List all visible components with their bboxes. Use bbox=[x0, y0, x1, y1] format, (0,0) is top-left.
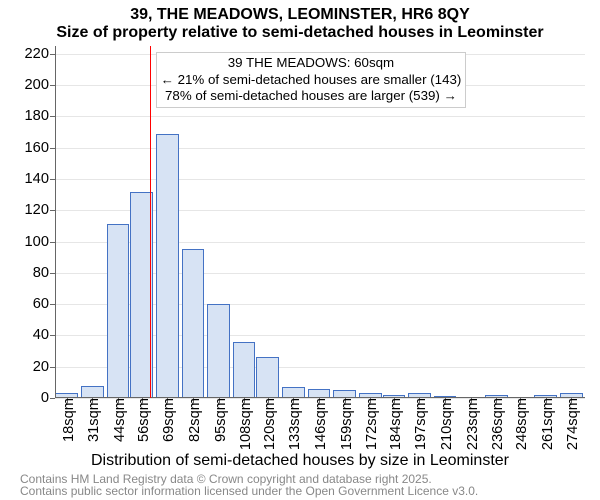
gridline bbox=[55, 148, 585, 149]
histogram-bar bbox=[182, 249, 205, 398]
x-tick-label: 223sqm bbox=[461, 398, 481, 450]
x-tick-label: 56sqm bbox=[132, 398, 152, 442]
annotation-line: ← 21% of semi-detached houses are smalle… bbox=[161, 72, 462, 89]
x-tick-label: 133sqm bbox=[283, 398, 303, 450]
x-tick-label: 82sqm bbox=[183, 398, 203, 442]
x-tick-label: 69sqm bbox=[157, 398, 177, 442]
gridline bbox=[55, 179, 585, 180]
chart-container: 39, THE MEADOWS, LEOMINSTER, HR6 8QY Siz… bbox=[0, 0, 600, 500]
y-axis-line bbox=[55, 46, 56, 398]
x-tick-label: 44sqm bbox=[108, 398, 128, 442]
x-tick-label: 184sqm bbox=[384, 398, 404, 450]
histogram-bar bbox=[256, 357, 279, 398]
x-tick-label: 120sqm bbox=[258, 398, 278, 450]
chart-title-sub: Size of property relative to semi-detach… bbox=[0, 24, 600, 42]
x-axis-line bbox=[55, 397, 585, 398]
annotation-box: 39 THE MEADOWS: 60sqm← 21% of semi-detac… bbox=[156, 52, 467, 108]
plot-area: 02040608010012014016018020022018sqm31sqm… bbox=[55, 46, 585, 398]
x-tick-label: 31sqm bbox=[82, 398, 102, 442]
histogram-bar bbox=[207, 304, 230, 398]
annotation-line: 39 THE MEADOWS: 60sqm bbox=[161, 55, 462, 72]
marker-line bbox=[150, 46, 151, 398]
x-tick-label: 197sqm bbox=[409, 398, 429, 450]
chart-title-main: 39, THE MEADOWS, LEOMINSTER, HR6 8QY bbox=[0, 6, 600, 24]
x-tick-label: 146sqm bbox=[309, 398, 329, 450]
x-tick-label: 95sqm bbox=[209, 398, 229, 442]
x-axis-label: Distribution of semi-detached houses by … bbox=[0, 452, 600, 470]
x-tick-label: 108sqm bbox=[234, 398, 254, 450]
x-tick-label: 159sqm bbox=[335, 398, 355, 450]
x-tick-label: 261sqm bbox=[536, 398, 556, 450]
x-tick-label: 248sqm bbox=[510, 398, 530, 450]
x-tick-label: 18sqm bbox=[57, 398, 77, 442]
gridline bbox=[55, 116, 585, 117]
x-tick-label: 172sqm bbox=[360, 398, 380, 450]
x-tick-label: 274sqm bbox=[561, 398, 581, 450]
annotation-line: 78% of semi-detached houses are larger (… bbox=[161, 88, 462, 105]
x-tick-label: 210sqm bbox=[435, 398, 455, 450]
histogram-bar bbox=[107, 224, 130, 398]
histogram-bar bbox=[233, 342, 256, 398]
histogram-bar bbox=[156, 134, 179, 398]
x-tick-label: 236sqm bbox=[486, 398, 506, 450]
attribution-line-2: Contains public sector information licen… bbox=[20, 484, 478, 498]
y-tick-mark bbox=[50, 398, 55, 399]
